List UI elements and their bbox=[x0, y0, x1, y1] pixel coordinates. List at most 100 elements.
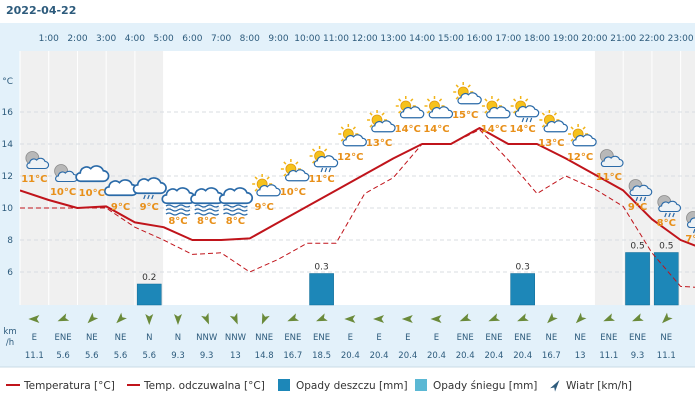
cloud-shape bbox=[26, 157, 50, 170]
cloud-shape bbox=[190, 187, 225, 205]
night-shade bbox=[20, 51, 49, 305]
rain-drop bbox=[324, 167, 328, 173]
sun-ray bbox=[484, 110, 488, 114]
cloud-outline bbox=[543, 120, 568, 133]
hour-label: 21:00 bbox=[610, 34, 636, 44]
wind-arrow-icon bbox=[575, 312, 587, 324]
wind-arrow-shape bbox=[145, 314, 154, 325]
cloud-shape bbox=[313, 155, 339, 168]
wind-direction-label: E bbox=[376, 333, 381, 343]
cloud-outline bbox=[342, 134, 367, 147]
rain-drop bbox=[664, 212, 667, 218]
wind-speed-label: 16.7 bbox=[283, 351, 302, 361]
cloud-outline bbox=[514, 105, 540, 118]
hour-label: 1:00 bbox=[39, 34, 59, 44]
rain-drop bbox=[151, 194, 154, 200]
icon-temp-label: 9°C bbox=[255, 202, 274, 213]
sun-ray bbox=[266, 176, 270, 180]
wind-speed-label: 20.4 bbox=[341, 351, 360, 361]
rain-bar bbox=[625, 252, 650, 306]
cloud-outline bbox=[629, 184, 653, 197]
hour-label: 12:00 bbox=[352, 34, 378, 44]
wind-arrow-icon bbox=[488, 313, 501, 322]
sun-ray bbox=[254, 188, 258, 192]
wind-arrow-shape bbox=[87, 312, 99, 324]
wind-direction-label: E bbox=[348, 333, 353, 343]
cloud-outline bbox=[658, 200, 682, 213]
y-tick-label: 14 bbox=[2, 140, 14, 150]
hour-label: 7:00 bbox=[211, 34, 231, 44]
rain-drop bbox=[639, 196, 643, 202]
moon-cloud-rain-icon bbox=[628, 179, 653, 202]
hour-header-bg bbox=[0, 23, 695, 51]
wind-direction-label: NE bbox=[546, 333, 558, 343]
cloud-outline bbox=[75, 165, 110, 183]
cloud-outline bbox=[600, 155, 624, 168]
cloud-fog-icon bbox=[218, 187, 253, 216]
wind-arrow-shape bbox=[116, 312, 127, 324]
wind-arrow-icon bbox=[57, 313, 70, 322]
cloud-shape bbox=[285, 169, 310, 182]
legend-temperature-label: Temperatura [°C] bbox=[23, 380, 115, 392]
wind-speed-label: 13 bbox=[575, 351, 586, 361]
sun-ray bbox=[570, 138, 574, 142]
rain-drop bbox=[521, 117, 525, 123]
icon-temp-label: 14°C bbox=[395, 124, 421, 135]
icon-temp-label: 8°C bbox=[657, 218, 676, 229]
legend-rain-swatch bbox=[278, 379, 290, 391]
sun-cloud-icon bbox=[338, 124, 367, 147]
wind-arrow-icon bbox=[547, 312, 558, 324]
sun-cloud-icon bbox=[424, 96, 454, 119]
fog-wave bbox=[223, 212, 248, 216]
sun-cloud-icon bbox=[481, 96, 511, 119]
hour-label: 6:00 bbox=[182, 34, 202, 44]
hour-label: 8:00 bbox=[240, 34, 260, 44]
wind-direction-label: E bbox=[434, 333, 439, 343]
icon-temp-label: 13°C bbox=[366, 138, 392, 149]
wind-direction-label: NE bbox=[660, 333, 672, 343]
wind-arrow-icon bbox=[145, 314, 154, 325]
fog-wave bbox=[223, 208, 248, 212]
moon-cloud-rain-icon bbox=[686, 211, 695, 234]
wind-speed-label: 11.1 bbox=[657, 351, 676, 361]
sun-ray bbox=[467, 84, 471, 88]
hour-label: 10:00 bbox=[294, 34, 320, 44]
wind-speed-label: 13 bbox=[230, 351, 241, 361]
icon-temp-label: 12°C bbox=[337, 152, 363, 163]
temperature-line bbox=[20, 127, 695, 247]
hour-label: 3:00 bbox=[96, 34, 116, 44]
fog-wave bbox=[194, 208, 220, 212]
cloud-outline bbox=[371, 120, 396, 133]
rain-bar bbox=[136, 283, 162, 306]
hour-label: 20:00 bbox=[581, 34, 607, 44]
sun-cloud-icon bbox=[568, 124, 597, 147]
wind-direction-label: E bbox=[405, 333, 410, 343]
wind-speed-label: 18.5 bbox=[312, 351, 331, 361]
hour-label: 4:00 bbox=[125, 34, 145, 44]
wind-arrow-icon bbox=[373, 315, 385, 323]
cloud-shape bbox=[132, 177, 167, 195]
icon-temp-label: 14°C bbox=[423, 124, 449, 135]
rain-bar-label: 0.5 bbox=[630, 242, 644, 252]
rain-drop bbox=[668, 212, 671, 218]
wind-arrow-shape bbox=[344, 315, 356, 323]
cloud-shape bbox=[428, 106, 454, 119]
icon-temp-label: 11°C bbox=[21, 174, 47, 185]
icon-temp-label: 9°C bbox=[140, 202, 159, 213]
cloud-shape bbox=[218, 187, 253, 205]
wind-speed-label: 20.4 bbox=[456, 351, 475, 361]
wind-arrow-shape bbox=[430, 315, 442, 323]
rain-drop bbox=[672, 212, 675, 218]
wind-arrow-icon bbox=[87, 312, 99, 324]
hour-label: 14:00 bbox=[409, 34, 435, 44]
wind-direction-label: NE bbox=[574, 333, 586, 343]
cloud-outline bbox=[132, 177, 167, 195]
y-tick-label: 12 bbox=[2, 172, 13, 182]
cloud-outline bbox=[399, 106, 425, 119]
cloud-shape bbox=[161, 187, 196, 205]
sun-ray bbox=[283, 173, 287, 177]
cloud-shape bbox=[342, 134, 367, 147]
wind-direction-label: NNE bbox=[255, 333, 273, 343]
legend-snow-swatch bbox=[415, 379, 427, 391]
sun-ray bbox=[582, 126, 586, 130]
